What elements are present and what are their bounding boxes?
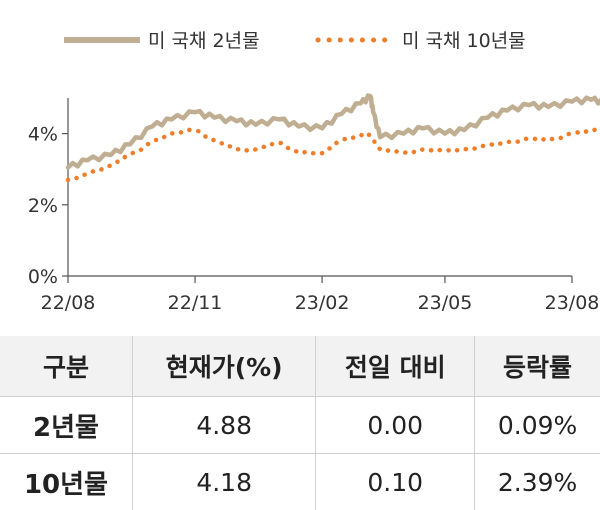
yield-table: 구분 현재가(%) 전일 대비 등락률 2년물 4.88 0.00 0.09% …	[0, 336, 600, 510]
y-tick-label: 2%	[28, 195, 58, 217]
x-tick-label: 23/02	[295, 292, 350, 314]
x-tick-label: 23/08	[545, 292, 600, 314]
series-2y-line	[68, 96, 600, 168]
row-label: 10년물	[0, 454, 132, 510]
table-row: 2년물 4.88 0.00 0.09%	[0, 397, 600, 454]
row-label: 2년물	[0, 397, 132, 454]
row-rate: 2.39%	[475, 454, 600, 510]
table-header-row: 구분 현재가(%) 전일 대비 등락률	[0, 336, 600, 397]
x-tick-label: 22/11	[168, 292, 223, 314]
chart-svg: 0% 2% 4% 22/08 22/11 23/02 23/05 23/08 미 국채 2년물 미…	[0, 0, 600, 330]
y-tick-label: 0%	[28, 266, 58, 288]
table-row: 10년물 4.18 0.10 2.39%	[0, 454, 600, 510]
row-price: 4.88	[132, 397, 315, 454]
row-change: 0.00	[316, 397, 475, 454]
header-rate: 등락률	[475, 336, 600, 397]
x-tick-label: 22/08	[41, 292, 96, 314]
header-price: 현재가(%)	[132, 336, 315, 397]
header-change: 전일 대비	[316, 336, 475, 397]
x-tick-label: 23/05	[418, 292, 473, 314]
header-category: 구분	[0, 336, 132, 397]
legend-label-10y: 미 국채 10년물	[402, 30, 526, 52]
row-price: 4.18	[132, 454, 315, 510]
row-rate: 0.09%	[475, 397, 600, 454]
yield-chart: 0% 2% 4% 22/08 22/11 23/02 23/05 23/08 미 국채 2년물 미…	[0, 0, 600, 330]
series-10y-line	[68, 127, 600, 180]
y-tick-label: 4%	[28, 124, 58, 146]
row-change: 0.10	[316, 454, 475, 510]
legend-label-2y: 미 국채 2년물	[148, 30, 260, 52]
